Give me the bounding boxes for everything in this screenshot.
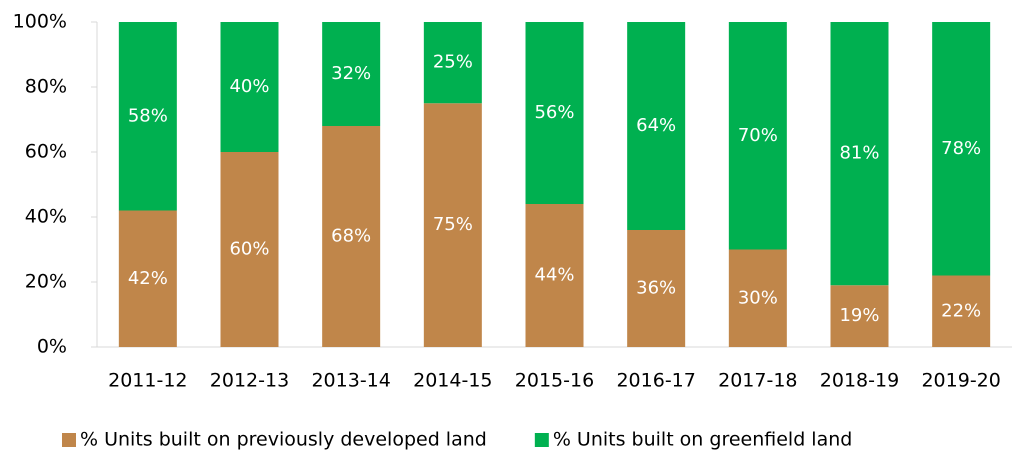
bar-segment bbox=[118, 22, 177, 211]
x-tick-label: 2019-20 bbox=[921, 370, 1000, 392]
x-tick-label: 2015-16 bbox=[515, 370, 594, 392]
x-tick-label: 2014-15 bbox=[413, 370, 492, 392]
value-label: 60% bbox=[229, 239, 269, 260]
value-label: 58% bbox=[128, 105, 168, 126]
x-tick-label: 2011-12 bbox=[108, 370, 187, 392]
bar-segment bbox=[830, 285, 889, 347]
value-label: 64% bbox=[636, 115, 676, 136]
value-label: 42% bbox=[128, 268, 168, 289]
value-label: 32% bbox=[331, 63, 371, 84]
value-label: 19% bbox=[839, 305, 879, 326]
value-label: 81% bbox=[839, 143, 879, 164]
y-tick-label: 80% bbox=[25, 76, 67, 98]
bar-segment bbox=[830, 22, 889, 286]
x-tick-label: 2018-19 bbox=[820, 370, 899, 392]
y-tick-label: 60% bbox=[25, 141, 67, 163]
value-label: 30% bbox=[738, 287, 778, 308]
bar-segment bbox=[118, 210, 177, 347]
bar-segment bbox=[932, 275, 991, 347]
bar-segment bbox=[220, 22, 279, 152]
value-label: 70% bbox=[738, 125, 778, 146]
bar-segment bbox=[423, 103, 482, 347]
value-label: 22% bbox=[941, 300, 981, 321]
bar-segment bbox=[220, 152, 279, 347]
y-tick-label: 0% bbox=[37, 336, 67, 358]
legend-swatch bbox=[534, 433, 549, 447]
bar-segment bbox=[627, 230, 686, 347]
bar-segment bbox=[525, 204, 584, 347]
bar-segment bbox=[932, 22, 991, 276]
x-tick-label: 2012-13 bbox=[210, 370, 289, 392]
value-label: 75% bbox=[433, 214, 473, 235]
bar-segment bbox=[728, 249, 787, 347]
value-label: 36% bbox=[636, 278, 676, 299]
bar-segment bbox=[322, 126, 381, 347]
bar-segment bbox=[627, 22, 686, 230]
value-label: 44% bbox=[534, 265, 574, 286]
bar-segment bbox=[728, 22, 787, 250]
legend-label: % Units built on greenfield land bbox=[553, 429, 853, 451]
x-tick-label: 2017-18 bbox=[718, 370, 797, 392]
value-label: 25% bbox=[433, 52, 473, 73]
value-label: 56% bbox=[534, 102, 574, 123]
value-label: 40% bbox=[229, 76, 269, 97]
legend-swatch bbox=[62, 433, 76, 447]
x-tick-label: 2013-14 bbox=[311, 370, 390, 392]
y-tick-label: 40% bbox=[25, 206, 67, 228]
legend-label: % Units built on previously developed la… bbox=[80, 429, 487, 451]
x-tick-label: 2016-17 bbox=[616, 370, 695, 392]
bar-segment bbox=[322, 22, 381, 126]
value-label: 68% bbox=[331, 226, 371, 247]
bar-segment bbox=[423, 22, 482, 104]
value-label: 78% bbox=[941, 138, 981, 159]
y-tick-label: 20% bbox=[25, 271, 67, 293]
bar-segment bbox=[525, 22, 584, 204]
y-tick-label: 100% bbox=[13, 11, 67, 33]
